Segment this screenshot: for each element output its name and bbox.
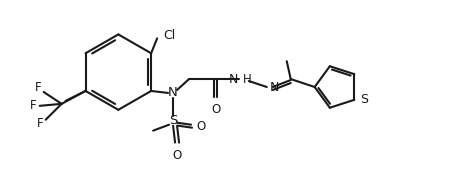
Text: S: S: [168, 114, 177, 127]
Text: O: O: [172, 149, 181, 163]
Text: N: N: [228, 73, 237, 85]
Text: N: N: [269, 82, 279, 94]
Text: H: H: [242, 73, 251, 85]
Text: F: F: [37, 117, 44, 130]
Text: F: F: [30, 99, 37, 112]
Text: S: S: [359, 93, 368, 106]
Text: Cl: Cl: [163, 29, 175, 42]
Text: O: O: [196, 120, 205, 133]
Text: N: N: [168, 87, 178, 99]
Text: O: O: [211, 103, 220, 116]
Text: F: F: [35, 82, 42, 94]
